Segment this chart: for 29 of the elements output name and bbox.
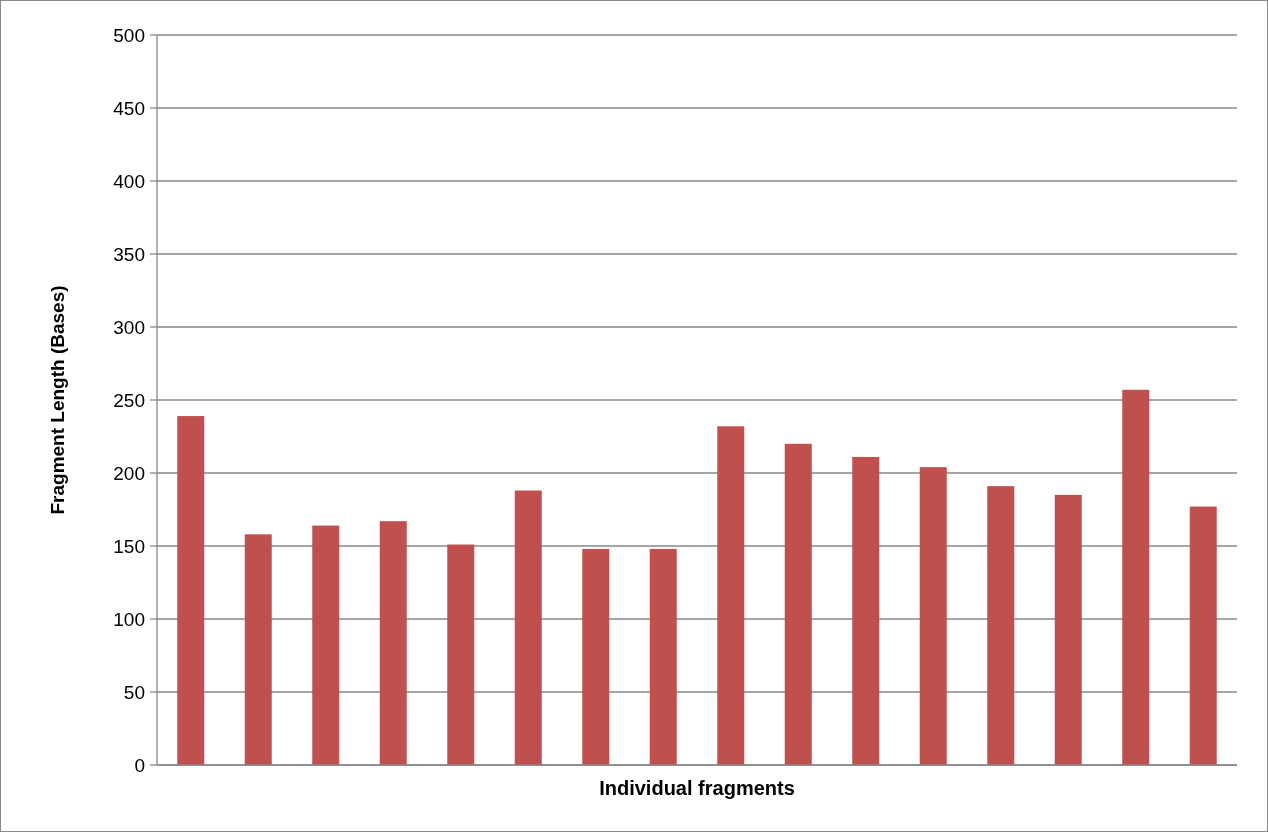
y-tick-label: 400 [113,170,145,192]
bar [784,443,812,765]
y-tick-label: 50 [123,681,145,703]
y-tick-label: 500 [113,24,145,46]
y-axis-title: Fragment Length (Bases) [47,285,68,515]
bar [582,548,610,765]
bar [514,490,542,765]
bar [312,525,340,765]
y-tick-label: 300 [113,316,145,338]
y-tick-label: 250 [113,389,145,411]
bar [1122,389,1150,765]
y-tick-label: 350 [113,243,145,265]
bar [919,467,947,765]
y-tick-label: 0 [134,754,145,776]
bar [717,426,745,765]
y-tick-label: 200 [113,462,145,484]
bar [1054,494,1082,765]
bar [649,548,677,765]
bar [987,486,1015,765]
y-tick-label: 100 [113,608,145,630]
y-tick-label: 450 [113,97,145,119]
bar [852,456,880,765]
bar [177,416,205,765]
y-tick-label: 150 [113,535,145,557]
bar [244,534,272,765]
bar [447,544,475,765]
x-axis-title: Individual fragments [599,777,795,799]
bar [379,521,407,765]
bar [1189,506,1217,765]
